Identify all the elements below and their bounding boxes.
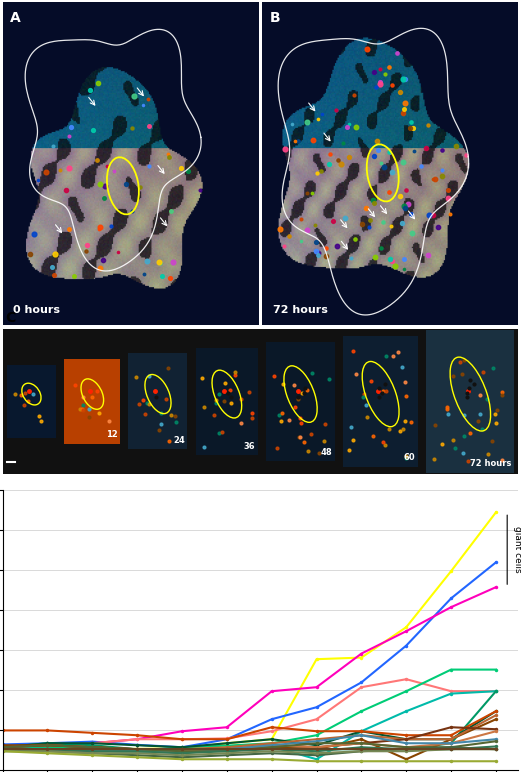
FancyBboxPatch shape bbox=[7, 365, 56, 438]
FancyBboxPatch shape bbox=[129, 354, 188, 449]
FancyBboxPatch shape bbox=[65, 359, 120, 444]
Text: A: A bbox=[10, 12, 21, 25]
Text: C: C bbox=[5, 311, 16, 325]
Text: 12: 12 bbox=[106, 430, 118, 439]
Text: 72 hours: 72 hours bbox=[272, 305, 328, 315]
FancyBboxPatch shape bbox=[196, 347, 258, 455]
Text: giant cells: giant cells bbox=[513, 527, 521, 573]
Text: B: B bbox=[270, 12, 281, 25]
Text: 0 hours: 0 hours bbox=[13, 305, 60, 315]
Text: 36: 36 bbox=[244, 442, 255, 451]
Text: 60: 60 bbox=[404, 453, 416, 462]
Text: 72 hours: 72 hours bbox=[470, 459, 512, 469]
FancyBboxPatch shape bbox=[343, 336, 418, 467]
Text: 48: 48 bbox=[320, 448, 332, 456]
Text: 24: 24 bbox=[173, 436, 185, 445]
FancyBboxPatch shape bbox=[426, 330, 514, 472]
FancyBboxPatch shape bbox=[266, 342, 335, 461]
